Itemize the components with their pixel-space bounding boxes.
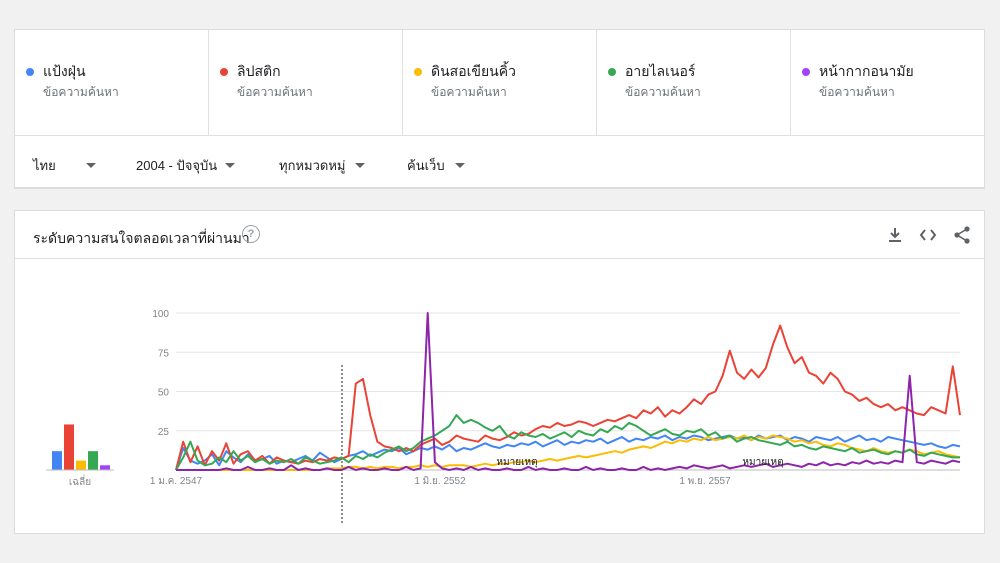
y-tick-label: 50 (158, 388, 170, 399)
average-bar-chart: เฉลี่ย (46, 424, 114, 488)
compare-term-2[interactable]: ลิปสติกข้อความค้นหา (209, 30, 403, 136)
embed-icon[interactable] (918, 225, 938, 245)
series-color-dot (26, 68, 34, 76)
download-icon[interactable] (885, 225, 905, 245)
share-icon[interactable] (952, 225, 972, 245)
term-type: ข้อความค้นหา (625, 85, 701, 99)
average-bar[interactable] (64, 424, 74, 470)
compare-terms-bar: แป้งฝุ่น ข้อความค้นหา ลิปสติก ข้อความค้นหาด… (14, 29, 985, 136)
series-line-2[interactable] (175, 324, 961, 471)
category-filter-label: ทุกหมวดหมู่ (279, 158, 346, 173)
series-line-3[interactable] (176, 434, 961, 471)
y-tick-label: 75 (158, 348, 170, 359)
series-color-dot (414, 68, 422, 76)
note-label[interactable]: หมายเหตุ (496, 457, 537, 468)
term-name: ดินสอเขียนคิ้ว (431, 63, 516, 79)
x-tick-label: 1 พ.ย. 2557 (679, 476, 731, 487)
series-line-1[interactable] (175, 434, 961, 471)
chevron-down-icon (85, 163, 96, 168)
interest-over-time-card: ระดับความสนใจตลอดเวลาที่ผ่านมา ? เฉลี่ย … (14, 210, 985, 534)
term-name: หน้ากากอนามัย (819, 63, 914, 79)
chevron-down-icon (355, 163, 366, 168)
term-name: อายไลเนอร์ (625, 63, 696, 79)
x-tick-label: 1 มิ.ย. 2552 (414, 476, 466, 487)
term-name: ลิปสติก (237, 63, 281, 79)
help-icon[interactable]: ? (242, 225, 260, 243)
series-color-dot (802, 68, 810, 76)
filters-bar: ไทย 2004 - ปัจจุบัน ทุกหมวดหมู่ ค้นเว็บ (14, 135, 985, 189)
series-color-dot (220, 68, 228, 76)
chart-grid (176, 312, 960, 523)
card-title: ระดับความสนใจตลอดเวลาที่ผ่านมา (33, 230, 250, 246)
region-filter-label: ไทย (33, 158, 56, 173)
term-type: ข้อความค้นหา (819, 85, 895, 99)
y-tick-label: 100 (152, 309, 169, 320)
term-type: ข้อความค้นหา (237, 85, 313, 99)
average-label: เฉลี่ย (69, 474, 91, 488)
compare-term-1[interactable]: แป้งฝุ่นข้อความค้นหา (15, 30, 209, 136)
term-type: ข้อความค้นหา (431, 85, 507, 99)
term-type: ข้อความค้นหา (43, 85, 119, 99)
compare-term-3[interactable]: ดินสอเขียนคิ้วข้อความค้นหา (403, 30, 597, 136)
compare-term-5[interactable]: หน้ากากอนามัยข้อความค้นหา (791, 30, 984, 136)
compare-term-4[interactable]: อายไลเนอร์ข้อความค้นหา (597, 30, 791, 136)
time-filter[interactable]: 2004 - ปัจจุบัน (136, 155, 236, 176)
chart-series (175, 312, 961, 471)
average-bar[interactable] (52, 451, 62, 470)
region-filter[interactable]: ไทย (33, 155, 96, 176)
chart-labels: 100 75 50 25 1 ม.ค. 2547 1 มิ.ย. 2552 1 พ.ย. 2… (150, 309, 784, 487)
chevron-down-icon (225, 163, 236, 168)
time-filter-label: 2004 - ปัจจุบัน (136, 158, 218, 173)
chevron-down-icon (454, 163, 465, 168)
y-tick-label: 25 (158, 427, 170, 438)
search-type-filter[interactable]: ค้นเว็บ (407, 155, 465, 176)
series-line-5[interactable] (176, 312, 961, 471)
search-type-filter-label: ค้นเว็บ (407, 158, 445, 173)
card-header: ระดับความสนใจตลอดเวลาที่ผ่านมา ? (15, 211, 984, 259)
series-line-4[interactable] (175, 414, 960, 471)
x-tick-label: 1 ม.ค. 2547 (150, 476, 203, 487)
average-bar[interactable] (76, 460, 86, 470)
term-name: แป้งฝุ่น (43, 63, 86, 79)
series-color-dot (608, 68, 616, 76)
category-filter[interactable]: ทุกหมวดหมู่ (279, 155, 366, 176)
note-label[interactable]: หมายเหตุ (742, 457, 783, 468)
average-bar[interactable] (100, 465, 110, 470)
average-bar[interactable] (88, 451, 98, 470)
